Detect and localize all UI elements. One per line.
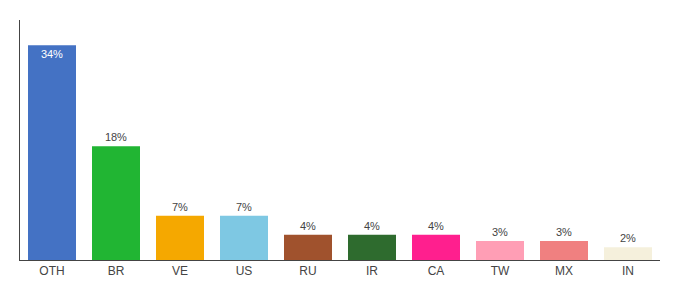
svg-text:CA: CA (428, 264, 445, 278)
svg-text:18%: 18% (105, 131, 127, 143)
svg-text:7%: 7% (236, 201, 252, 213)
svg-text:34%: 34% (41, 48, 63, 60)
svg-text:4%: 4% (300, 220, 316, 232)
svg-text:TW: TW (491, 264, 510, 278)
svg-text:7%: 7% (172, 201, 188, 213)
svg-text:BR: BR (108, 264, 125, 278)
svg-text:IR: IR (366, 264, 378, 278)
svg-text:4%: 4% (364, 220, 380, 232)
svg-text:3%: 3% (556, 226, 572, 238)
svg-text:US: US (236, 264, 253, 278)
svg-text:IN: IN (622, 264, 634, 278)
svg-text:VE: VE (172, 264, 188, 278)
svg-text:MX: MX (555, 264, 573, 278)
svg-text:RU: RU (299, 264, 316, 278)
svg-text:2%: 2% (620, 232, 636, 244)
svg-text:3%: 3% (492, 226, 508, 238)
svg-text:OTH: OTH (39, 264, 64, 278)
svg-text:4%: 4% (428, 220, 444, 232)
